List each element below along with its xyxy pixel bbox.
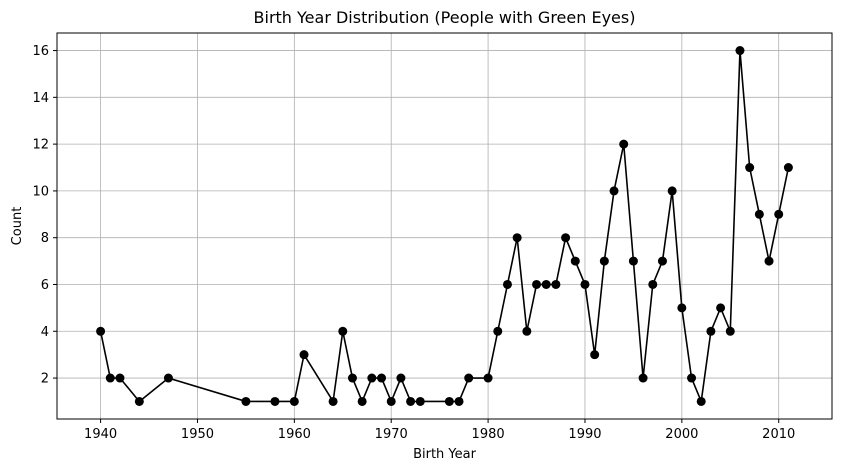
data-point — [648, 279, 658, 289]
data-point — [367, 373, 377, 383]
x-axis: 1940 1950 1960 1970 1980 1990 2000 2010 — [84, 419, 795, 442]
x-tick-label: 1970 — [375, 427, 408, 442]
data-point — [502, 279, 512, 289]
data-point — [241, 396, 251, 406]
data-point — [609, 186, 619, 196]
y-tick-label: 4 — [41, 325, 49, 340]
data-point — [551, 279, 561, 289]
x-tick-label: 1980 — [472, 427, 505, 442]
data-point — [357, 396, 367, 406]
data-point — [638, 373, 648, 383]
data-point — [619, 139, 629, 149]
data-point — [377, 373, 387, 383]
data-point — [735, 46, 745, 56]
y-tick-label: 10 — [32, 184, 49, 199]
data-point — [590, 350, 600, 360]
series-line — [99, 49, 790, 403]
data-point — [580, 279, 590, 289]
data-point — [745, 163, 755, 173]
y-tick-label: 8 — [41, 231, 49, 246]
data-point — [338, 326, 348, 336]
x-axis-label: Birth Year — [413, 447, 477, 462]
data-point — [289, 396, 299, 406]
y-tick-label: 2 — [41, 372, 49, 387]
y-tick-label: 6 — [41, 278, 49, 293]
x-tick-label: 1950 — [181, 427, 214, 442]
data-point — [677, 303, 687, 313]
data-point — [483, 373, 493, 383]
data-point — [406, 396, 416, 406]
data-point — [134, 396, 144, 406]
data-point — [454, 396, 464, 406]
data-point — [754, 209, 764, 219]
plot-frame — [56, 32, 833, 420]
data-point — [532, 279, 542, 289]
data-point — [561, 233, 571, 243]
data-point — [396, 373, 406, 383]
data-point — [599, 256, 609, 266]
data-point — [328, 396, 338, 406]
x-tick-label: 1960 — [278, 427, 311, 442]
data-point — [628, 256, 638, 266]
data-point — [464, 373, 474, 383]
data-point — [512, 233, 522, 243]
y-tick-label: 14 — [32, 91, 49, 106]
x-tick-label: 2000 — [665, 427, 698, 442]
data-point — [657, 256, 667, 266]
data-point — [105, 373, 115, 383]
data-point — [774, 209, 784, 219]
y-axis: 2 4 6 8 10 12 14 16 — [32, 44, 57, 387]
data-point — [299, 350, 309, 360]
x-tick-label: 1990 — [568, 427, 601, 442]
data-point — [706, 326, 716, 336]
series-group — [96, 46, 793, 406]
data-point — [687, 373, 697, 383]
data-point — [386, 396, 396, 406]
data-point — [493, 326, 503, 336]
data-point — [522, 326, 532, 336]
y-tick-label: 16 — [32, 44, 49, 59]
data-point — [163, 373, 173, 383]
data-point — [764, 256, 774, 266]
data-point — [96, 326, 106, 336]
data-point — [347, 373, 357, 383]
data-point — [696, 396, 706, 406]
x-tick-label: 2010 — [762, 427, 795, 442]
data-point — [667, 186, 677, 196]
data-point — [270, 396, 280, 406]
chart-title: Birth Year Distribution (People with Gre… — [254, 8, 636, 27]
data-point — [115, 373, 125, 383]
data-point — [570, 256, 580, 266]
data-point — [541, 279, 551, 289]
data-point — [783, 163, 793, 173]
grid-lines — [57, 33, 832, 419]
data-point — [415, 396, 425, 406]
x-tick-label: 1940 — [84, 427, 117, 442]
data-point — [444, 396, 454, 406]
y-axis-label: Count — [10, 207, 25, 246]
data-point — [716, 303, 726, 313]
y-tick-label: 12 — [32, 138, 49, 153]
data-point — [725, 326, 735, 336]
